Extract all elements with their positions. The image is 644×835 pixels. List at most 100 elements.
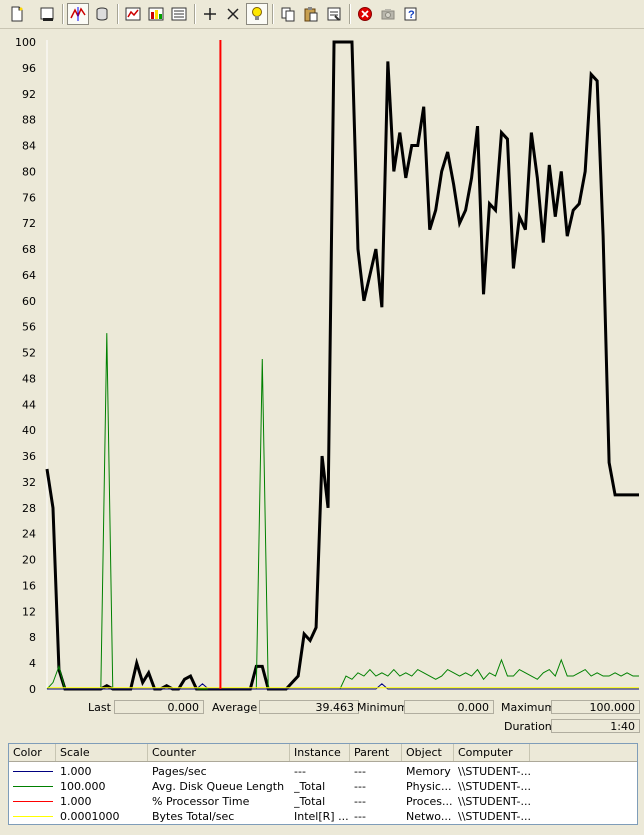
legend-cell-counter: Avg. Disk Queue Length bbox=[152, 780, 285, 793]
legend-row[interactable]: 1.000 % Processor Time _Total --- Proces... \… bbox=[9, 794, 637, 809]
legend-cell-scale: 1.000 bbox=[60, 795, 92, 808]
legend-row[interactable]: 0.0001000 Bytes Total/sec Intel[R] ... --- N… bbox=[9, 809, 637, 824]
y-tick-label: 28 bbox=[22, 502, 36, 515]
y-axis: 0481216202428323640444852566064687276808… bbox=[15, 36, 48, 696]
freeze-display-button[interactable] bbox=[354, 3, 376, 25]
duration-value: 1:40 bbox=[551, 719, 640, 733]
legend-cell-instance: _Total bbox=[294, 795, 326, 808]
y-tick-label: 40 bbox=[22, 424, 36, 437]
toolbar-separator bbox=[62, 4, 64, 24]
view-log-data-button[interactable] bbox=[91, 3, 113, 25]
update-data-icon bbox=[381, 9, 395, 20]
color-swatch bbox=[13, 771, 53, 772]
delete-button[interactable] bbox=[222, 3, 244, 25]
view-report-icon bbox=[171, 7, 187, 21]
help-icon: ? bbox=[404, 7, 417, 21]
view-report-button[interactable] bbox=[168, 3, 190, 25]
series-line-0 bbox=[45, 40, 639, 691]
column-header-computer[interactable]: Computer bbox=[454, 744, 530, 761]
legend-cell-object: Physic... bbox=[406, 780, 452, 793]
legend-cell-parent: --- bbox=[354, 795, 366, 808]
duration-label: Duration bbox=[504, 720, 552, 733]
maximum-label: Maximum bbox=[501, 701, 556, 714]
column-header-scale[interactable]: Scale bbox=[56, 744, 148, 761]
y-tick-label: 48 bbox=[22, 372, 36, 385]
legend-cell-counter: Bytes Total/sec bbox=[152, 810, 235, 823]
last-label: Last bbox=[88, 701, 111, 714]
y-tick-label: 12 bbox=[22, 605, 36, 618]
average-value: 39.463 bbox=[259, 700, 359, 714]
y-tick-label: 92 bbox=[22, 88, 36, 101]
series-layer bbox=[45, 40, 639, 691]
svg-text:?: ? bbox=[408, 9, 415, 21]
add-button[interactable] bbox=[199, 3, 221, 25]
legend-row[interactable]: 1.000 Pages/sec --- --- Memory \\STUDENT-... bbox=[9, 764, 637, 779]
copy-properties-icon bbox=[281, 7, 295, 22]
y-tick-label: 64 bbox=[22, 269, 36, 282]
paste-counter-list-icon bbox=[304, 7, 318, 22]
toolbar-separator bbox=[272, 4, 274, 24]
legend-cell-parent: --- bbox=[354, 810, 366, 823]
copy-properties-button[interactable] bbox=[277, 3, 299, 25]
view-histogram-icon bbox=[148, 7, 164, 21]
y-tick-label: 72 bbox=[22, 217, 36, 230]
y-tick-label: 4 bbox=[29, 657, 36, 670]
legend-cell-computer: \\STUDENT-... bbox=[458, 810, 531, 823]
y-tick-label: 0 bbox=[29, 683, 36, 696]
view-graph-button[interactable] bbox=[122, 3, 144, 25]
performance-graph: 0481216202428323640444852566064687276808… bbox=[15, 36, 639, 696]
y-tick-label: 44 bbox=[22, 398, 36, 411]
y-tick-label: 60 bbox=[22, 295, 36, 308]
legend-cell-object: Memory bbox=[406, 765, 451, 778]
legend-cell-counter: % Processor Time bbox=[152, 795, 250, 808]
column-header-parent[interactable]: Parent bbox=[350, 744, 402, 761]
y-tick-label: 36 bbox=[22, 450, 36, 463]
legend-row[interactable]: 100.000 Avg. Disk Queue Length _Total --- Ph… bbox=[9, 779, 637, 794]
freeze-display-icon bbox=[358, 7, 372, 21]
y-tick-label: 24 bbox=[22, 528, 36, 541]
legend-cell-computer: \\STUDENT-... bbox=[458, 765, 531, 778]
average-label: Average bbox=[212, 701, 258, 714]
new-counter-set-icon bbox=[11, 6, 23, 22]
properties-button[interactable] bbox=[323, 3, 345, 25]
y-tick-label: 8 bbox=[29, 631, 36, 644]
y-tick-label: 80 bbox=[22, 165, 36, 178]
view-histogram-button[interactable] bbox=[145, 3, 167, 25]
toolbar: ? bbox=[0, 0, 644, 29]
y-tick-label: 32 bbox=[22, 476, 36, 489]
legend-cell-computer: \\STUDENT-... bbox=[458, 795, 531, 808]
new-counter-set-button[interactable] bbox=[6, 3, 28, 25]
legend-header: Color Scale Counter Instance Parent Obje… bbox=[9, 744, 637, 762]
y-tick-label: 52 bbox=[22, 347, 36, 360]
series-line-2 bbox=[47, 683, 639, 690]
column-header-object[interactable]: Object bbox=[402, 744, 454, 761]
highlight-icon bbox=[252, 7, 262, 20]
update-data-button[interactable] bbox=[377, 3, 399, 25]
legend-cell-computer: \\STUDENT-... bbox=[458, 780, 531, 793]
y-tick-label: 16 bbox=[22, 579, 36, 592]
clear-display-button[interactable] bbox=[36, 3, 58, 25]
view-current-activity-icon bbox=[70, 7, 86, 21]
minimum-label: Minimum bbox=[357, 701, 408, 714]
view-current-activity-button[interactable] bbox=[67, 3, 89, 25]
legend-cell-instance: Intel[R] ... bbox=[294, 810, 349, 823]
color-swatch bbox=[13, 801, 53, 802]
properties-icon bbox=[327, 7, 341, 21]
legend-cell-instance: _Total bbox=[294, 780, 326, 793]
column-header-color[interactable]: Color bbox=[9, 744, 56, 761]
legend-cell-parent: --- bbox=[354, 765, 366, 778]
column-header-counter[interactable]: Counter bbox=[148, 744, 290, 761]
clear-display-icon bbox=[40, 7, 54, 21]
column-header-instance[interactable]: Instance bbox=[290, 744, 350, 761]
y-tick-label: 76 bbox=[22, 191, 36, 204]
y-tick-label: 68 bbox=[22, 243, 36, 256]
help-button[interactable]: ? bbox=[400, 3, 422, 25]
add-icon bbox=[204, 8, 216, 20]
color-swatch bbox=[13, 786, 53, 787]
color-swatch bbox=[13, 816, 53, 817]
highlight-button[interactable] bbox=[246, 3, 268, 25]
legend-cell-counter: Pages/sec bbox=[152, 765, 207, 778]
paste-counter-list-button[interactable] bbox=[300, 3, 322, 25]
counter-legend: Color Scale Counter Instance Parent Obje… bbox=[8, 743, 638, 825]
view-graph-icon bbox=[125, 7, 141, 21]
